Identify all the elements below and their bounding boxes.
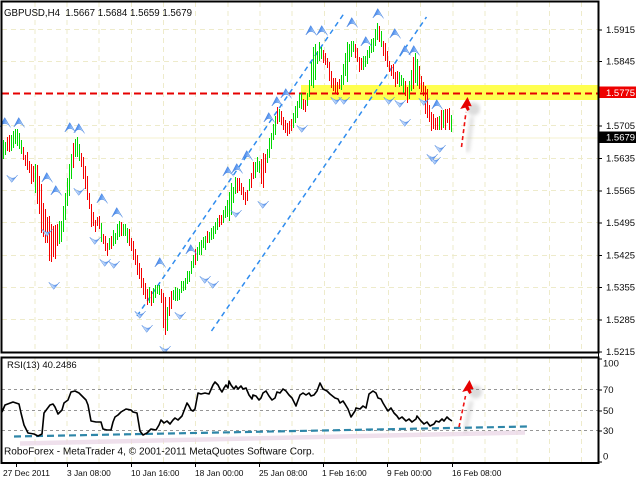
svg-text:3 Jan 08:00: 3 Jan 08:00 <box>67 468 111 478</box>
svg-text:1.5845: 1.5845 <box>606 57 635 68</box>
svg-text:1.5705: 1.5705 <box>606 121 635 132</box>
svg-text:1.5565: 1.5565 <box>606 186 635 197</box>
svg-text:1.5679: 1.5679 <box>606 133 635 144</box>
svg-text:GBPUSD,H4 1.5667 1.5684 1.565: GBPUSD,H4 1.5667 1.5684 1.5659 1.5679 <box>4 8 192 19</box>
svg-text:1.5355: 1.5355 <box>606 283 635 294</box>
svg-text:30: 30 <box>603 426 614 437</box>
svg-text:0: 0 <box>603 452 608 463</box>
svg-text:RSI(13) 40.2486: RSI(13) 40.2486 <box>7 360 77 371</box>
svg-text:1 Feb 16:00: 1 Feb 16:00 <box>322 468 367 478</box>
svg-text:RoboForex - MetaTrader 4, © 20: RoboForex - MetaTrader 4, © 2001-2011 Me… <box>4 447 314 458</box>
svg-text:1.5495: 1.5495 <box>606 218 635 229</box>
svg-text:50: 50 <box>603 406 614 417</box>
svg-text:18 Jan 00:00: 18 Jan 00:00 <box>195 468 244 478</box>
svg-text:70: 70 <box>603 385 614 396</box>
svg-text:100: 100 <box>603 359 619 370</box>
svg-text:25 Jan 08:00: 25 Jan 08:00 <box>259 468 308 478</box>
svg-text:1.5425: 1.5425 <box>606 250 635 261</box>
svg-text:16 Feb 08:00: 16 Feb 08:00 <box>452 468 502 478</box>
svg-text:9 Feb 00:00: 9 Feb 00:00 <box>387 468 432 478</box>
svg-text:1.5635: 1.5635 <box>606 154 635 165</box>
svg-text:1.5215: 1.5215 <box>606 347 635 358</box>
svg-text:10 Jan 16:00: 10 Jan 16:00 <box>131 468 180 478</box>
svg-text:1.5285: 1.5285 <box>606 315 635 326</box>
svg-text:1.5775: 1.5775 <box>606 88 635 99</box>
svg-text:1.5915: 1.5915 <box>606 25 635 36</box>
svg-text:27 Dec 2011: 27 Dec 2011 <box>3 468 50 478</box>
